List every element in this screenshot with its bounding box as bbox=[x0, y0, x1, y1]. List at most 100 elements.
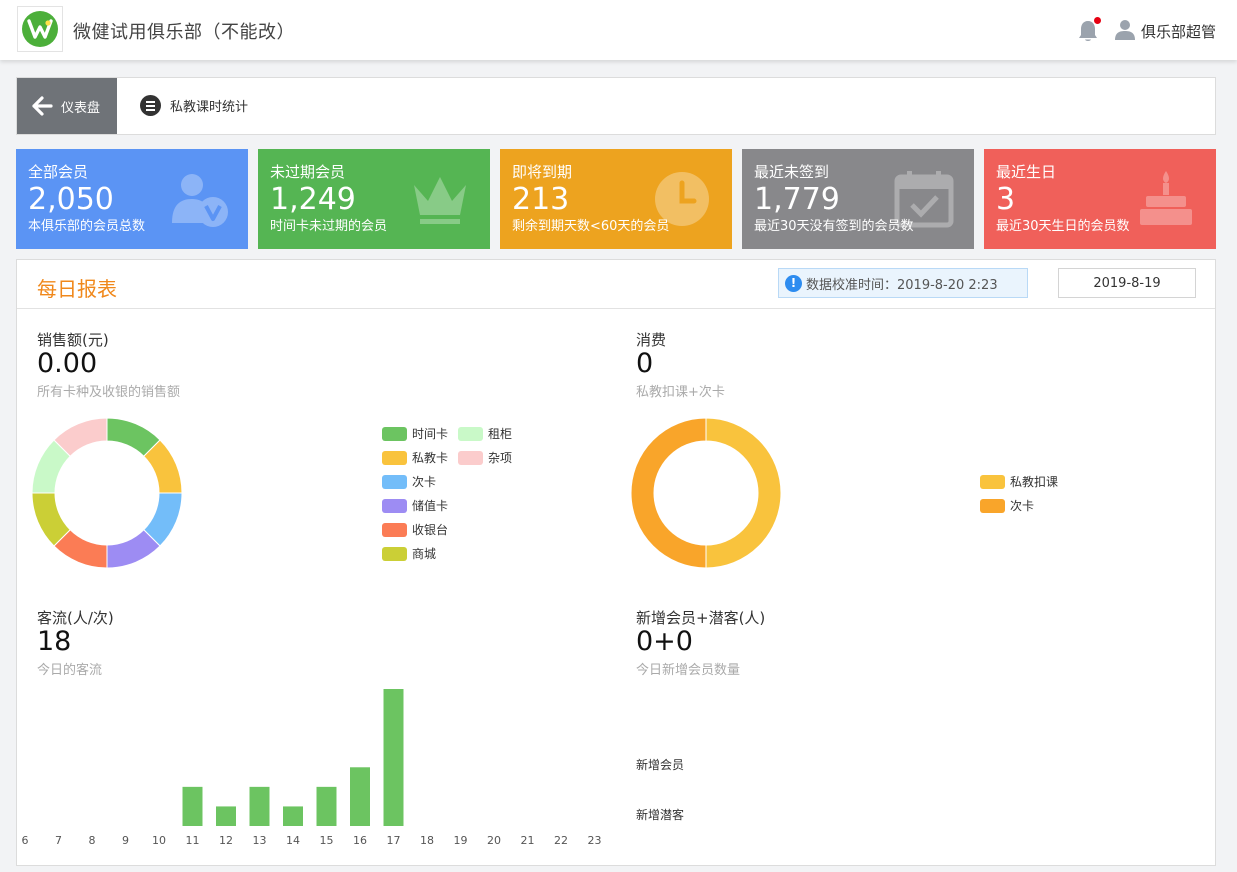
legend-label: 次卡 bbox=[1010, 499, 1035, 513]
legend-item[interactable]: 租柜 bbox=[458, 425, 512, 442]
legend-label: 收银台 bbox=[412, 523, 449, 537]
clock-icon bbox=[655, 172, 709, 226]
stat-card-desc: 剩余到期天数<60天的会员 bbox=[512, 219, 670, 234]
legend-item[interactable]: 时间卡 bbox=[382, 425, 448, 442]
user-icon[interactable] bbox=[1115, 19, 1135, 41]
x-tick-label: 14 bbox=[286, 834, 300, 847]
x-tick-label: 18 bbox=[420, 834, 434, 847]
consume-desc: 私教扣课+次卡 bbox=[636, 385, 725, 400]
traffic-bar[interactable] bbox=[182, 786, 203, 826]
sales-value: 0.00 bbox=[37, 348, 98, 379]
consume-label: 消费 bbox=[636, 331, 667, 349]
breadcrumb-current[interactable]: 私教课时统计 bbox=[140, 95, 248, 116]
sales-label: 销售额(元) bbox=[37, 331, 109, 349]
arrow-left-icon bbox=[32, 96, 53, 116]
x-tick-label: 11 bbox=[186, 834, 200, 847]
x-tick-label: 12 bbox=[219, 834, 233, 847]
calendar-check-icon bbox=[894, 171, 954, 228]
stat-card-value: 213 bbox=[512, 182, 570, 217]
stat-card-desc: 最近30天没有签到的会员数 bbox=[754, 219, 914, 234]
donut-slice[interactable] bbox=[53, 417, 108, 457]
legend-swatch bbox=[382, 546, 407, 561]
x-tick-label: 13 bbox=[253, 834, 267, 847]
stat-card-value: 1,779 bbox=[754, 182, 840, 217]
date-picker[interactable]: 2019-8-19 bbox=[1058, 268, 1196, 298]
back-label: 仪表盘 bbox=[61, 100, 101, 116]
traffic-bar-chart: 6 7 8 9 10 11 12 13 14 15 16 17 18 19 20 21 22 23 bbox=[22, 689, 602, 847]
legend-swatch bbox=[382, 426, 407, 441]
stat-card[interactable]: 未过期会员 1,249 时间卡未过期的会员 bbox=[258, 149, 490, 249]
cake-icon bbox=[1140, 171, 1192, 225]
x-tick-label: 23 bbox=[588, 834, 602, 847]
user-name[interactable]: 俱乐部超管 bbox=[1141, 23, 1217, 41]
stat-card-value: 3 bbox=[996, 182, 1016, 217]
donut-slice[interactable] bbox=[705, 417, 782, 569]
stat-card[interactable]: 最近未签到 1,779 最近30天没有签到的会员数 bbox=[742, 149, 974, 249]
list-menu-icon bbox=[140, 95, 161, 116]
calibration-notice: ! 数据校准时间：2019-8-20 2:23 bbox=[778, 268, 1028, 298]
crown-icon bbox=[414, 177, 466, 224]
x-tick-label: 7 bbox=[55, 834, 62, 847]
legend-item[interactable]: 次卡 bbox=[382, 473, 436, 490]
legend-label: 私教卡 bbox=[412, 451, 449, 465]
club-logo[interactable] bbox=[17, 6, 63, 52]
sales-donut-chart bbox=[31, 417, 183, 569]
legend-label: 杂项 bbox=[488, 451, 513, 465]
legend-item[interactable]: 储值卡 bbox=[382, 497, 448, 514]
notification-dot bbox=[1094, 17, 1101, 24]
traffic-bar[interactable] bbox=[216, 806, 236, 826]
stat-card-title: 全部会员 bbox=[28, 163, 89, 181]
legend-swatch bbox=[980, 474, 1005, 489]
stat-card-title: 最近未签到 bbox=[754, 163, 830, 181]
traffic-desc: 今日的客流 bbox=[37, 663, 103, 678]
stat-card[interactable]: 全部会员 2,050 本俱乐部的会员总数 bbox=[16, 149, 248, 249]
x-tick-label: 19 bbox=[454, 834, 468, 847]
x-tick-label: 20 bbox=[487, 834, 501, 847]
new-members-label: 新增会员+潜客(人) bbox=[636, 609, 766, 627]
calibration-text: 数据校准时间：2019-8-20 2:23 bbox=[806, 277, 998, 293]
x-tick-label: 17 bbox=[387, 834, 401, 847]
bell-icon[interactable] bbox=[1077, 19, 1099, 43]
top-header: 微健试用俱乐部（不能改） 俱乐部超管 bbox=[0, 0, 1237, 60]
legend-item[interactable]: 商城 bbox=[382, 545, 436, 562]
breadcrumb: 仪表盘 私教课时统计 bbox=[16, 77, 1216, 135]
new-member-row-label: 新增会员 bbox=[636, 758, 685, 772]
x-tick-label: 6 bbox=[22, 834, 29, 847]
stat-card-value: 1,249 bbox=[270, 182, 356, 217]
traffic-bar[interactable] bbox=[383, 689, 404, 826]
legend-item[interactable]: 杂项 bbox=[458, 449, 512, 466]
stat-card-desc: 最近30天生日的会员数 bbox=[996, 219, 1130, 234]
stat-card[interactable]: 最近生日 3 最近30天生日的会员数 bbox=[984, 149, 1216, 249]
traffic-bar[interactable] bbox=[283, 806, 303, 826]
legend-item[interactable]: 私教卡 bbox=[382, 449, 448, 466]
daily-report-panel: 每日报表 ! 数据校准时间：2019-8-20 2:23 2019-8-19 销… bbox=[16, 259, 1216, 866]
stat-card-desc: 时间卡未过期的会员 bbox=[270, 219, 388, 234]
back-button[interactable]: 仪表盘 bbox=[17, 78, 117, 134]
consume-donut-chart bbox=[630, 417, 782, 569]
stat-card[interactable]: 即将到期 213 剩余到期天数<60天的会员 bbox=[500, 149, 732, 249]
x-tick-label: 16 bbox=[353, 834, 367, 847]
x-tick-label: 15 bbox=[320, 834, 334, 847]
legend-label: 租柜 bbox=[488, 427, 513, 441]
x-tick-label: 21 bbox=[521, 834, 535, 847]
legend-item[interactable]: 私教扣课 bbox=[980, 473, 1058, 490]
new-members-value: 0+0 bbox=[636, 626, 693, 657]
legend-swatch bbox=[382, 450, 407, 465]
legend-item[interactable]: 收银台 bbox=[382, 521, 448, 538]
stat-card-title: 即将到期 bbox=[512, 163, 573, 181]
x-tick-label: 22 bbox=[554, 834, 568, 847]
sales-desc: 所有卡种及收银的销售额 bbox=[37, 385, 181, 400]
legend-item[interactable]: 次卡 bbox=[980, 497, 1034, 514]
traffic-bar[interactable] bbox=[316, 786, 337, 826]
new-prospect-row-label: 新增潜客 bbox=[636, 808, 685, 822]
report-title: 每日报表 bbox=[37, 277, 117, 301]
new-members-desc: 今日新增会员数量 bbox=[636, 663, 741, 678]
traffic-bar[interactable] bbox=[350, 767, 370, 826]
x-tick-label: 8 bbox=[89, 834, 96, 847]
logo-w-icon bbox=[22, 11, 58, 47]
donut-slice[interactable] bbox=[630, 417, 707, 569]
legend-label: 商城 bbox=[412, 547, 437, 561]
traffic-bar[interactable] bbox=[249, 786, 270, 826]
stat-card-value: 2,050 bbox=[28, 182, 114, 217]
club-name: 微健试用俱乐部（不能改） bbox=[73, 22, 295, 43]
